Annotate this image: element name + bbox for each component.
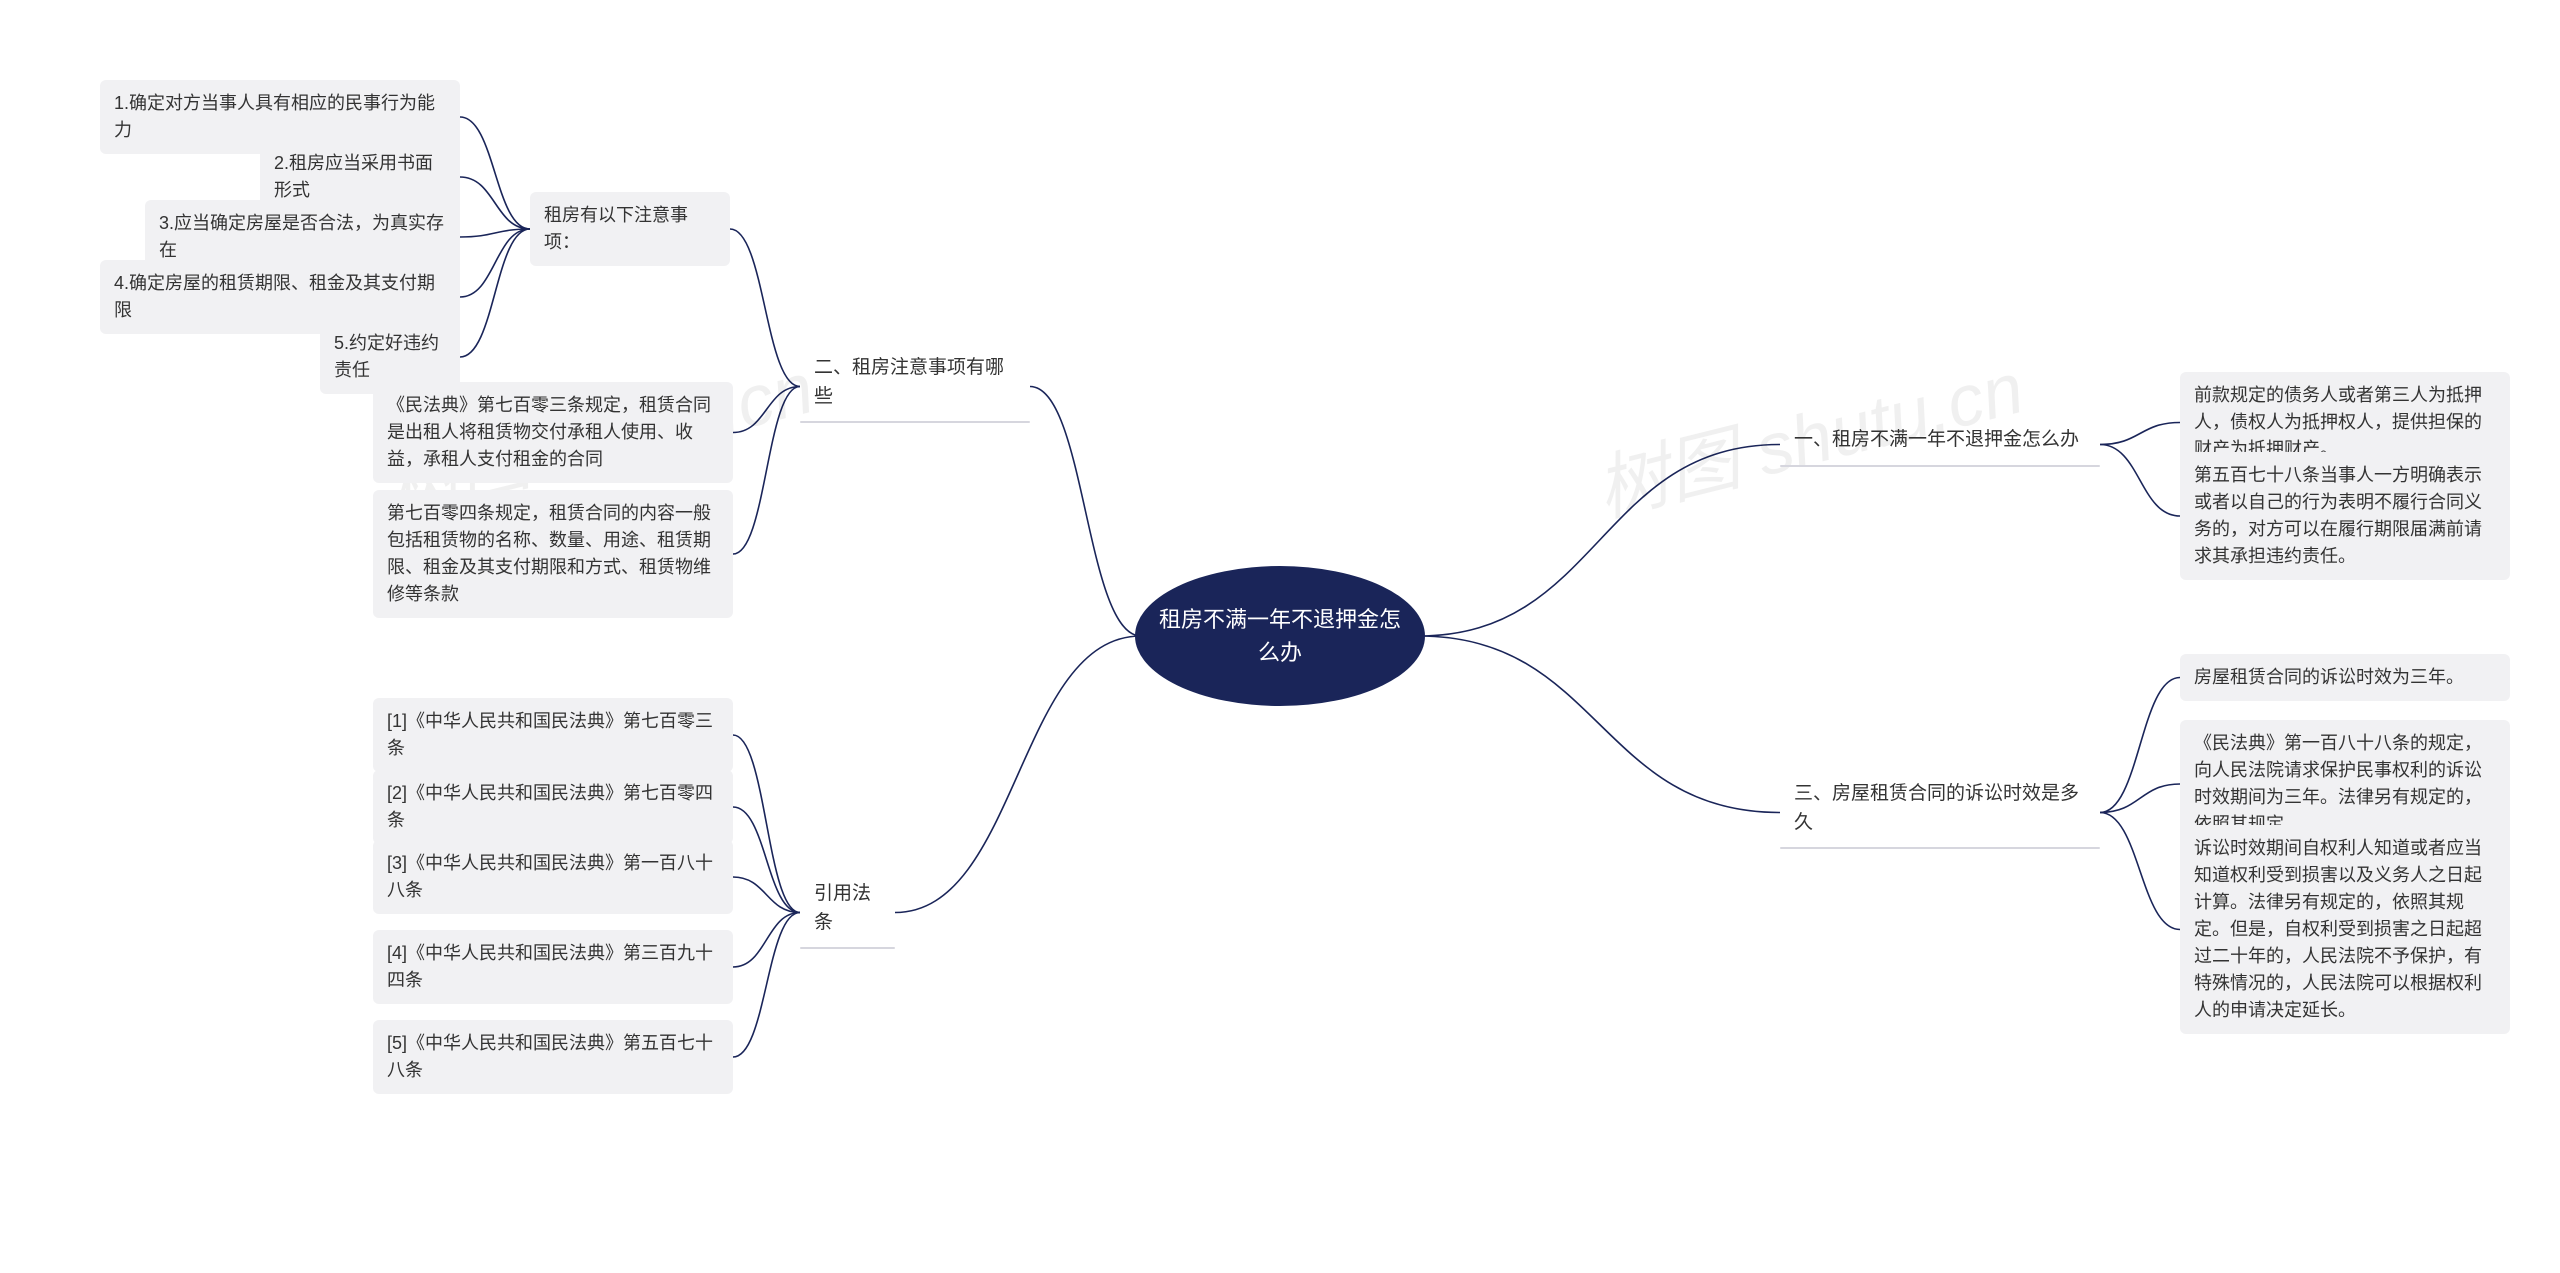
branch-b4-leaf-2: [3]《中华人民共和国民法典》第一百八十八条 — [373, 840, 733, 914]
branch-b4-leaf-1: [2]《中华人民共和国民法典》第七百零四条 — [373, 770, 733, 844]
root-node: 租房不满一年不退押金怎么办 — [1135, 566, 1425, 706]
branch-b4: 引用法条 — [800, 870, 895, 947]
branch-b2-leaf-0: 《民法典》第七百零三条规定，租赁合同是出租人将租赁物交付承租人使用、收益，承租人… — [373, 382, 733, 483]
branch-b2-child-0-leaf-4: 5.约定好违约责任 — [320, 320, 460, 394]
branch-b4-leaf-0: [1]《中华人民共和国民法典》第七百零三条 — [373, 698, 733, 772]
branch-b4-leaf-4: [5]《中华人民共和国民法典》第五百七十八条 — [373, 1020, 733, 1094]
branch-b2: 二、租房注意事项有哪些 — [800, 344, 1030, 421]
branch-b4-leaf-3: [4]《中华人民共和国民法典》第三百九十四条 — [373, 930, 733, 1004]
branch-b2-child-0: 租房有以下注意事项： — [530, 192, 730, 266]
branch-b2-leaf-1: 第七百零四条规定，租赁合同的内容一般包括租赁物的名称、数量、用途、租赁期限、租金… — [373, 490, 733, 618]
branch-b1: 一、租房不满一年不退押金怎么办 — [1780, 416, 2100, 465]
branch-b3-leaf-0: 房屋租赁合同的诉讼时效为三年。 — [2180, 654, 2510, 701]
branch-b1-leaf-1: 第五百七十八条当事人一方明确表示或者以自己的行为表明不履行合同义务的，对方可以在… — [2180, 452, 2510, 580]
branch-b3: 三、房屋租赁合同的诉讼时效是多久 — [1780, 770, 2100, 847]
branch-b3-leaf-2: 诉讼时效期间自权利人知道或者应当知道权利受到损害以及义务人之日起计算。法律另有规… — [2180, 825, 2510, 1034]
